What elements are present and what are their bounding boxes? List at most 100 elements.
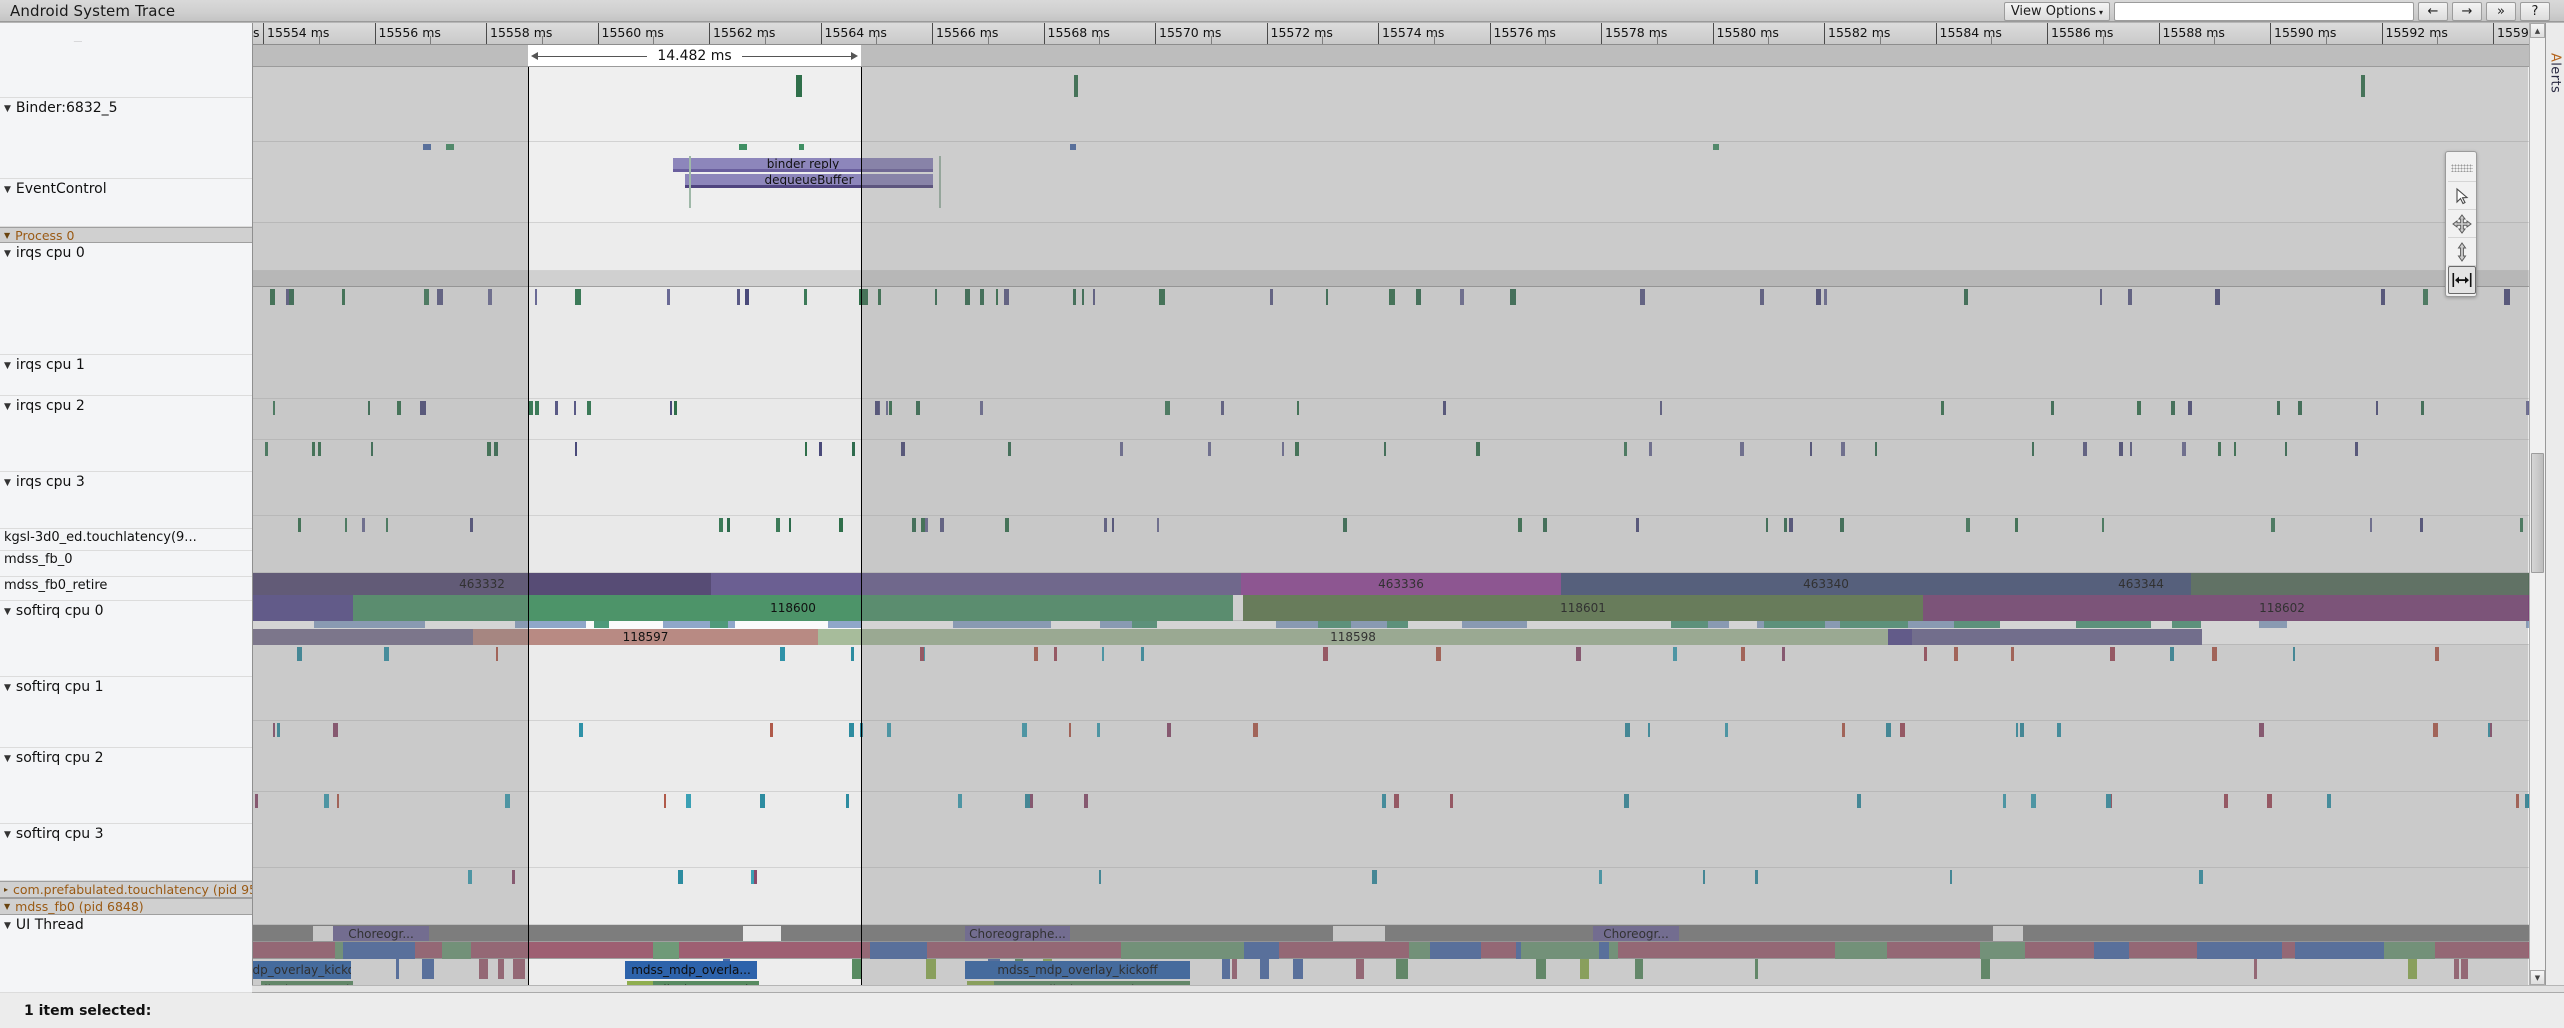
event-mark[interactable] [1857,794,1861,808]
process-slice[interactable] [1980,942,2025,959]
event-mark[interactable] [686,794,691,808]
track-label-row[interactable]: ▼ irqs cpu 3 [0,472,252,529]
event-mark[interactable] [1624,442,1627,456]
event-mark[interactable] [337,794,339,808]
event-mark[interactable] [2057,723,2061,737]
prev-button[interactable]: ← [2418,1,2448,21]
chevron-down-icon[interactable]: ▼ [4,249,11,259]
event-mark[interactable] [579,723,583,737]
track-label-row[interactable]: ▼ Process 0 [0,227,252,243]
process-slice[interactable] [2107,942,2129,959]
event-mark[interactable] [2526,401,2529,415]
event-mark[interactable] [1004,289,1009,305]
event-mark[interactable] [727,518,730,532]
retire-mark[interactable] [329,621,347,628]
event-mark[interactable] [2285,442,2287,456]
thread-tick[interactable] [1396,959,1408,979]
track-row[interactable] [253,645,2529,721]
event-mark[interactable] [505,794,510,808]
event-mark[interactable] [298,518,301,532]
chevron-down-icon[interactable]: ▼ [4,104,11,114]
retire-mark[interactable] [663,621,735,628]
trace-slice[interactable] [1912,629,2202,645]
event-mark[interactable] [1543,518,1547,532]
event-mark[interactable] [965,289,970,305]
retire-mark[interactable] [2259,621,2287,628]
event-mark[interactable] [1476,442,1480,456]
event-mark[interactable] [776,518,780,532]
track-row[interactable] [253,942,2529,959]
event-mark[interactable] [587,401,591,415]
thread-tick[interactable] [1755,959,1758,979]
event-mark[interactable] [1326,289,1328,305]
trace-slice[interactable]: 118598 [818,629,1888,645]
scroll-up-button[interactable]: ▲ [2530,23,2545,38]
event-mark[interactable] [1005,518,1009,532]
track-row[interactable] [253,271,2529,287]
zoom-vertical-tool-button[interactable] [2448,238,2476,266]
event-mark[interactable] [1034,647,1038,661]
retire-mark[interactable] [1708,621,1729,628]
event-mark[interactable] [1782,647,1785,661]
event-mark[interactable] [333,723,338,737]
chevron-down-icon[interactable]: ▼ [4,830,11,840]
event-mark[interactable] [889,401,892,415]
event-mark[interactable] [1725,723,1728,737]
track-row[interactable] [253,868,2529,925]
event-mark[interactable] [446,144,454,150]
thread-tick[interactable] [1580,959,1589,979]
trace-slice[interactable]: Choreogr... [1593,926,1679,941]
retire-mark[interactable] [1893,621,1925,628]
event-mark[interactable] [996,289,998,305]
thread-tick[interactable] [422,959,434,979]
event-mark[interactable] [2218,442,2221,456]
event-mark[interactable] [2381,289,2385,305]
event-mark[interactable] [1954,647,1958,661]
thread-tick[interactable] [1981,959,1990,979]
event-mark[interactable] [819,442,822,456]
event-mark[interactable] [1270,289,1273,305]
event-mark[interactable] [878,289,881,305]
event-mark[interactable] [362,518,365,532]
event-mark[interactable] [770,723,773,737]
track-label-row[interactable]: ▸ com.prefabulated.touchlatency (pid 9564… [0,881,252,898]
trace-slice[interactable]: Choreogr... [333,926,429,941]
next-button[interactable]: → [2452,1,2482,21]
retire-mark[interactable] [710,621,728,628]
event-mark[interactable] [2271,518,2275,532]
thread-tick[interactable] [2254,959,2257,979]
event-mark[interactable] [1649,442,1652,456]
event-mark[interactable] [912,518,916,532]
event-mark[interactable] [678,870,683,884]
thread-tick[interactable] [479,959,487,979]
event-mark[interactable] [2516,794,2519,808]
track-row[interactable] [253,67,2529,142]
thread-tick[interactable] [396,959,399,979]
event-mark[interactable] [875,401,879,415]
process-slice[interactable] [870,942,927,959]
event-mark[interactable] [2277,401,2280,415]
event-mark[interactable] [1766,518,1768,532]
thread-tick[interactable] [852,959,862,979]
measure-tool-button[interactable] [2448,266,2476,294]
event-mark[interactable] [2106,794,2111,808]
event-mark[interactable] [1221,401,1224,415]
track-area[interactable]: binder reply dequeueBuffer 463332 463336 463… [253,67,2529,985]
event-mark[interactable] [1167,723,1171,737]
alerts-side-tab[interactable]: Alerts [2545,23,2564,985]
event-mark[interactable] [2490,723,2492,737]
event-mark[interactable] [1599,870,1602,884]
event-mark[interactable] [2420,518,2423,532]
event-mark[interactable] [1165,401,1169,415]
event-mark[interactable] [2234,442,2236,456]
retire-mark[interactable] [2526,621,2529,628]
event-mark[interactable] [494,442,498,456]
event-mark[interactable] [1157,518,1159,532]
event-mark[interactable] [289,289,294,305]
event-mark[interactable] [1168,401,1170,415]
event-mark[interactable] [1648,723,1650,737]
event-mark[interactable] [924,518,928,532]
event-mark[interactable] [2267,794,2272,808]
event-mark[interactable] [1660,401,1662,415]
event-mark[interactable] [1102,647,1104,661]
